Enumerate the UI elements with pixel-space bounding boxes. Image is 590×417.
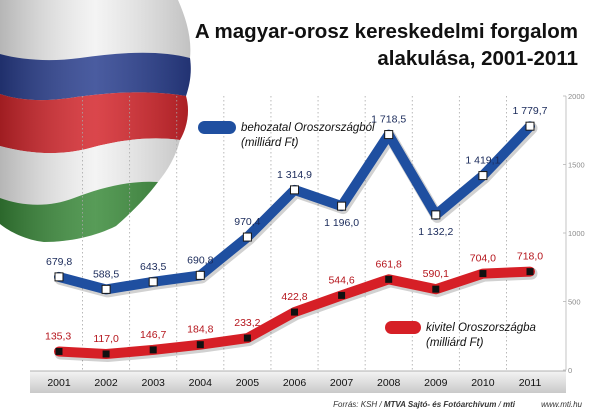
data-point [242,232,252,242]
data-label: 690,8 [187,254,213,266]
data-point [290,185,299,195]
data-point [149,346,157,354]
y-tick-label: 500 [568,298,581,307]
data-point [384,130,394,140]
data-label: 661,8 [376,258,402,270]
x-axis: 2001 2002 2003 2004 2005 2006 2007 2008 2009 2010… [30,370,566,393]
chart-title-line1: A magyar-orosz kereskedelmi forgalom [195,20,578,43]
data-label: 718,0 [517,251,543,263]
series-layer: 679,8 588,5 643,5 690,8 970,4 1 314,9 1 196,0 1… [45,105,548,362]
legend-import-unit: (milliárd Ft) [241,137,299,149]
x-tick-label: 2008 [377,377,401,389]
data-point [385,275,393,283]
data-label: 135,3 [45,330,71,342]
data-label: 1 779,7 [512,105,547,117]
flag-illustration [0,0,191,242]
x-tick-label: 2011 [519,377,542,389]
data-label: 1 196,0 [324,217,359,229]
data-point [526,268,534,276]
data-point [55,347,63,355]
source-credit: Forrás: KSH / MTVA Sajtó- és Fotóarchívu… [333,400,516,409]
y-tick-label: 0 [568,366,572,375]
data-label: 544,6 [328,274,354,286]
data-label: 233,2 [234,317,260,329]
y-tick-label: 2000 [568,92,585,101]
flag-shading [0,0,191,242]
x-tick-label: 2010 [471,377,495,389]
y-tick-label: 1500 [568,161,585,170]
data-point [291,308,298,316]
x-tick-label: 2002 [94,377,118,389]
data-label: 1 132,2 [418,226,453,238]
data-label: 970,4 [234,216,260,228]
data-label: 422,8 [281,291,307,303]
legend-export: kivitel Oroszországba (milliárd Ft) [385,321,536,349]
series-export: 135,3 117,0 146,7 184,8 233,2 422,8 544,6 661,8… [45,251,543,362]
source-prefix: Forrás: KSH / [333,400,384,409]
data-point [478,171,488,181]
source-site[interactable]: www.mti.hu [541,400,582,409]
data-point [195,270,205,280]
legend-import-label: behozatal Oroszországból [241,122,375,134]
legend-import: behozatal Oroszországból (milliárd Ft) [198,121,375,149]
x-tick-label: 2006 [283,377,307,389]
legend-export-unit: (milliárd Ft) [426,337,484,349]
x-tick-label: 2001 [47,377,71,389]
data-label: 184,8 [187,324,213,336]
data-label: 679,8 [46,256,72,268]
data-point [102,350,110,358]
data-label: 1 419,1 [465,155,500,167]
legend-export-label: kivitel Oroszországba [426,322,536,334]
data-point [525,121,535,131]
data-point [479,270,487,278]
data-point [101,284,111,294]
data-point [196,341,204,349]
x-tick-label: 2003 [142,377,166,389]
data-point [54,272,64,282]
y-tick-label: 1000 [568,229,585,238]
source-separator: / [496,400,503,409]
data-label: 588,5 [93,268,119,280]
data-label: 590,1 [423,268,449,280]
data-point [337,201,347,211]
mti-logo-text: mti [503,400,516,409]
y-axis: 0 500 1000 1500 2000 [563,92,585,375]
series-import: 679,8 588,5 643,5 690,8 970,4 1 314,9 1 196,0 1… [46,105,548,298]
x-tick-label: 2005 [236,377,260,389]
data-label: 643,5 [140,261,166,273]
data-point [243,334,251,342]
data-label: 146,7 [140,329,166,341]
data-point [431,210,441,220]
x-axis-band [30,371,566,393]
data-label: 117,0 [93,333,119,345]
data-label: 1 718,5 [371,114,406,126]
data-label: 1 314,9 [277,169,312,181]
x-tick-label: 2009 [424,377,448,389]
legend-import-swatch [198,121,236,134]
source-agency: MTVA Sajtó- és Fotóarchívum [384,400,496,409]
data-point [432,285,440,293]
legend-export-swatch [385,321,421,334]
x-tick-label: 2004 [189,377,213,389]
data-label: 704,0 [470,253,496,265]
data-point [148,277,158,287]
data-point [338,291,346,299]
x-tick-label: 2007 [330,377,354,389]
chart-title-line2: alakulása, 2001-2011 [377,47,578,70]
